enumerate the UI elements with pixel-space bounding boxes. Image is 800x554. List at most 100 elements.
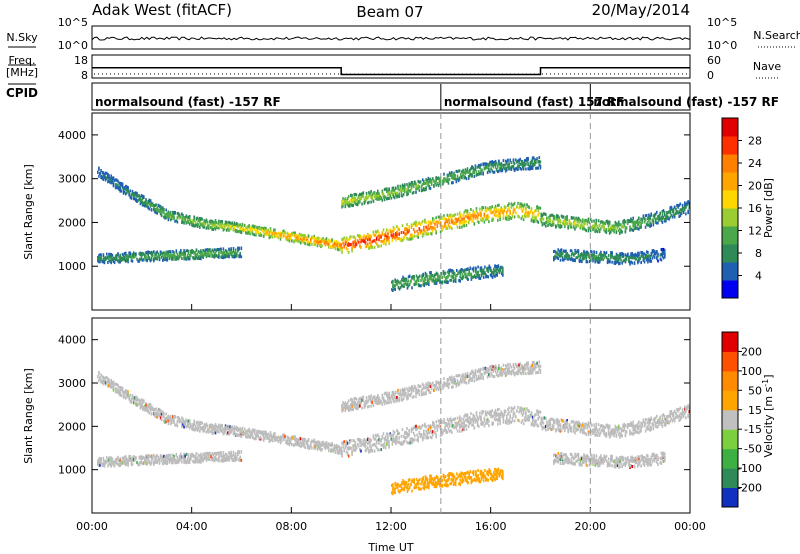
velocity-mark: [264, 430, 266, 434]
power-mark: [523, 212, 526, 216]
power-mark: [673, 213, 676, 217]
power-mark: [289, 234, 292, 238]
power-mark: [648, 213, 650, 217]
power-mark: [460, 277, 463, 281]
velocity-mark: [175, 423, 178, 427]
power-mark: [368, 245, 370, 249]
power-mark: [268, 236, 271, 240]
velocity-mark: [356, 437, 359, 441]
power-mark: [384, 231, 387, 235]
power-mark: [500, 206, 502, 210]
velocity-mark: [346, 441, 349, 445]
velocity-mark: [262, 433, 265, 437]
power-mark: [623, 259, 626, 263]
power-mark: [601, 253, 603, 257]
power-mark: [353, 196, 356, 200]
power-mark: [412, 234, 415, 238]
power-mark: [228, 247, 230, 251]
power-mark: [250, 229, 253, 232]
power-mark: [651, 256, 654, 260]
velocity-mark: [162, 413, 164, 417]
power-mark: [494, 207, 497, 211]
power-mark: [669, 215, 671, 219]
power-mark: [403, 283, 405, 286]
power-mark: [495, 161, 498, 165]
velocity-mark: [114, 390, 117, 394]
power-mark: [402, 186, 405, 190]
power-mark: [315, 237, 318, 241]
power-mark: [614, 222, 617, 226]
power-mark: [98, 256, 100, 260]
power-mark: [630, 260, 632, 264]
power-mark: [464, 168, 467, 172]
power-mark: [531, 159, 534, 163]
power-mark: [521, 165, 524, 169]
power-mark: [102, 258, 105, 262]
power-mark: [169, 211, 172, 214]
power-mark: [126, 257, 128, 261]
power-mark: [509, 211, 511, 214]
power-mark: [136, 192, 138, 195]
power-mark: [408, 282, 411, 286]
power-mark: [429, 180, 432, 184]
velocity-mark: [213, 430, 216, 433]
power-mark: [166, 253, 169, 257]
power-mark: [158, 254, 161, 258]
power-mark: [139, 253, 142, 256]
power-mark: [205, 226, 208, 230]
power-mark: [103, 258, 106, 262]
power-mark: [279, 237, 282, 241]
power-mark: [447, 174, 450, 177]
power-mark: [167, 215, 170, 219]
power-mark: [106, 252, 108, 256]
power-mark: [103, 261, 106, 265]
power-mark: [599, 221, 602, 225]
power-mark: [453, 272, 456, 276]
power-mark: [557, 223, 559, 227]
velocity-mark: [176, 420, 179, 424]
power-mark: [283, 234, 285, 238]
power-mark: [215, 254, 218, 258]
power-mark: [483, 212, 486, 216]
power-mark: [611, 228, 613, 232]
velocity-mark: [160, 415, 163, 419]
power-mark: [367, 242, 369, 246]
power-mark: [344, 199, 347, 203]
power-mark: [446, 213, 449, 217]
velocity-mark: [155, 412, 157, 415]
power-mark: [471, 275, 474, 279]
velocity-mark: [245, 435, 247, 439]
velocity-mark: [360, 444, 362, 448]
power-mark: [234, 248, 237, 252]
power-mark: [175, 256, 178, 260]
power-mark: [616, 253, 619, 257]
power-mark: [606, 221, 609, 225]
velocity-mark: [353, 448, 356, 452]
velocity-mark: [242, 432, 245, 436]
power-mark: [444, 280, 447, 284]
power-mark: [598, 260, 601, 264]
power-mark: [230, 225, 232, 229]
power-mark: [372, 230, 375, 234]
power-mark: [431, 274, 433, 277]
power-mark: [225, 252, 228, 256]
power-mark: [199, 216, 201, 220]
power-mark: [489, 268, 492, 272]
power-mark: [213, 226, 216, 230]
freq-trace: [92, 66, 690, 76]
power-mark: [488, 168, 490, 172]
power-mark: [335, 240, 338, 244]
velocity-mark: [324, 442, 327, 445]
power-mark: [239, 223, 241, 227]
power-mark: [410, 279, 412, 283]
power-mark: [425, 225, 427, 229]
power-mark: [563, 249, 565, 253]
power-mark: [192, 224, 194, 228]
power-mark: [448, 177, 451, 181]
power-mark: [185, 221, 188, 225]
power-mark: [619, 222, 621, 226]
power-mark: [482, 268, 485, 272]
power-mark: [412, 276, 414, 280]
power-mark: [619, 231, 621, 235]
power-mark: [127, 260, 129, 264]
